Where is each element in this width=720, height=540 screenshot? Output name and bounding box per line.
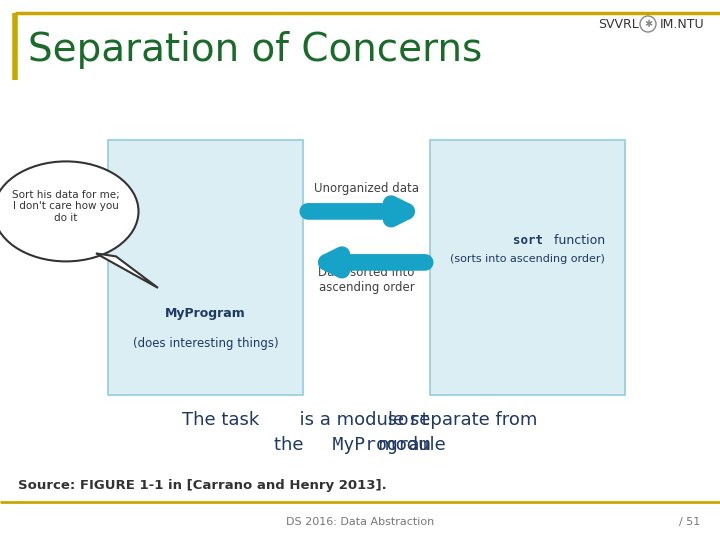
Text: SVVRL: SVVRL <box>598 18 639 31</box>
Text: the             module: the module <box>274 436 446 454</box>
Text: sort: sort <box>513 234 542 247</box>
Text: Unorganized data: Unorganized data <box>314 183 419 195</box>
Text: DS 2016: Data Abstraction: DS 2016: Data Abstraction <box>286 517 434 527</box>
Text: Source: FIGURE 1-1 in [Carrano and Henry 2013].: Source: FIGURE 1-1 in [Carrano and Henry… <box>18 478 387 491</box>
Text: MyProgram: MyProgram <box>165 307 246 320</box>
Text: sort: sort <box>289 411 431 429</box>
Polygon shape <box>96 253 158 288</box>
Ellipse shape <box>0 161 138 261</box>
Text: Sort his data for me;
I don't care how you
do it: Sort his data for me; I don't care how y… <box>12 190 120 223</box>
Text: / 51: / 51 <box>679 517 700 527</box>
FancyBboxPatch shape <box>430 140 625 395</box>
Text: Separation of Concerns: Separation of Concerns <box>28 31 482 69</box>
FancyBboxPatch shape <box>108 140 303 395</box>
Text: The task       is a module separate from: The task is a module separate from <box>182 411 538 429</box>
Text: function: function <box>549 234 605 247</box>
Text: MyProgram: MyProgram <box>289 436 431 454</box>
Text: IM.NTU: IM.NTU <box>660 18 705 31</box>
Text: (does interesting things): (does interesting things) <box>132 338 279 350</box>
Text: ✱: ✱ <box>644 19 652 29</box>
Text: (sorts into ascending order): (sorts into ascending order) <box>450 254 605 264</box>
Text: Data sorted into
ascending order: Data sorted into ascending order <box>318 266 415 294</box>
